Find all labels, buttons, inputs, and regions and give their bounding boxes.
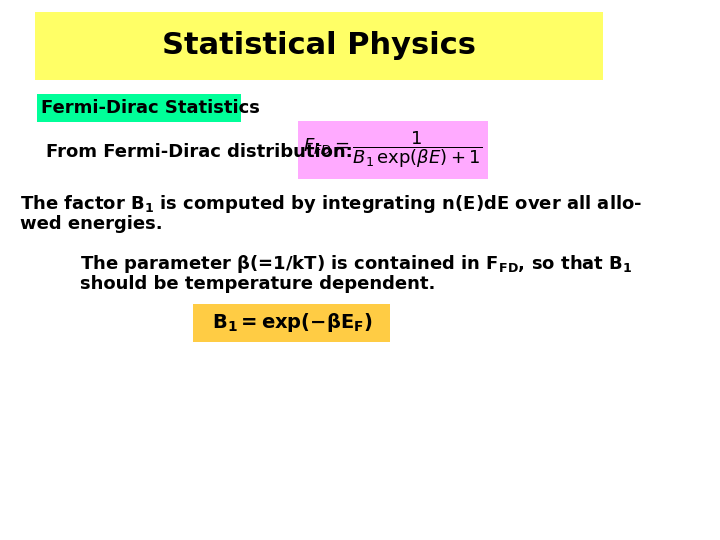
Text: The parameter $\mathbf{\beta}$(=1/kT) is contained in $\mathbf{F_{FD}}$, so that: The parameter $\mathbf{\beta}$(=1/kT) is… bbox=[80, 253, 632, 275]
Text: should be temperature dependent.: should be temperature dependent. bbox=[80, 275, 435, 293]
Text: The factor $\mathbf{B_1}$ is computed by integrating $\mathit{\mathbf{n(E)dE}}$ : The factor $\mathbf{B_1}$ is computed by… bbox=[19, 193, 642, 215]
FancyBboxPatch shape bbox=[35, 12, 603, 80]
Text: From Fermi-Dirac distribution:: From Fermi-Dirac distribution: bbox=[46, 143, 365, 161]
FancyBboxPatch shape bbox=[37, 94, 241, 122]
Text: wed energies.: wed energies. bbox=[19, 215, 162, 233]
Text: Statistical Physics: Statistical Physics bbox=[162, 30, 477, 59]
Text: $F_{FD} = \dfrac{1}{B_1\,\exp(\beta E)+1}$: $F_{FD} = \dfrac{1}{B_1\,\exp(\beta E)+1… bbox=[303, 130, 482, 170]
FancyBboxPatch shape bbox=[298, 121, 488, 179]
FancyBboxPatch shape bbox=[194, 304, 390, 342]
Text: Fermi-Dirac Statistics: Fermi-Dirac Statistics bbox=[41, 99, 260, 117]
Text: $\mathit{\mathbf{B_1 = exp(-\beta E_F)}}$: $\mathit{\mathbf{B_1 = exp(-\beta E_F)}}… bbox=[212, 312, 372, 334]
